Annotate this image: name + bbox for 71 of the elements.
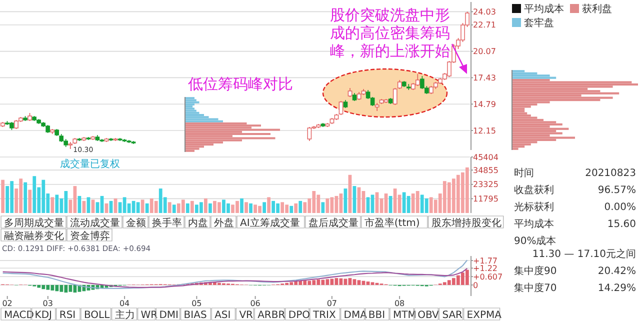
tab: 股东增持股变化 <box>428 216 504 229</box>
x-tick-label: 08 <box>394 299 405 308</box>
legend-label: 套牢盘 <box>524 17 554 29</box>
tab: 盘后成交量 <box>305 216 361 229</box>
tab: SAR <box>438 308 464 321</box>
tab: WR <box>138 308 158 321</box>
annotation: 股价突破洗盘中形成的高位密集筹码峰，新的上涨开始 <box>330 6 450 60</box>
y-tick-label: +1.77 <box>473 256 498 266</box>
y-tick-label: 17.43 <box>473 74 496 82</box>
y-tick-label: 20.07 <box>473 47 496 56</box>
tab: MTM <box>390 308 416 321</box>
text: 15.60 <box>607 219 636 230</box>
tab: 多周期成交量 <box>0 216 66 229</box>
text: 收盘获利 <box>514 184 554 196</box>
tab: 金额 <box>122 216 148 229</box>
annotation: 低位筹码峰对比 <box>188 75 293 93</box>
tab: VR <box>236 308 254 321</box>
tab: DMA <box>340 308 367 321</box>
tab: ASI <box>211 308 236 321</box>
text: 集中度70 <box>514 282 557 294</box>
y-tick-label: 22.71 <box>473 20 496 30</box>
tab: RSI <box>56 308 80 321</box>
tab: 换手率 <box>148 216 184 229</box>
tab: ARBR <box>254 308 286 321</box>
tab: 流动成交量 <box>66 216 122 229</box>
legend-label: 获利盘 <box>582 3 612 15</box>
text: 90%成本 <box>514 235 556 247</box>
tab: BOLL <box>80 308 112 321</box>
y-tick-label: +1.22 <box>473 264 498 273</box>
text: 96.57% <box>598 185 636 196</box>
text: 14.29% <box>598 283 636 294</box>
tab: KDJ <box>32 308 56 321</box>
tab: 融资融券变化 <box>0 228 66 242</box>
x-tick-label: 03 <box>42 299 53 308</box>
y-tick-label: +0.607 <box>473 272 503 282</box>
y-tick-label: 45404 <box>473 152 498 162</box>
tab: EXPMA <box>464 308 502 321</box>
tab: OBV <box>414 308 439 321</box>
x-tick-label: 06 <box>250 299 260 308</box>
tab: 资金博弈 <box>66 228 112 242</box>
y-tick-label: 11795 <box>473 194 498 204</box>
text: 光标获利 <box>514 201 554 213</box>
tab: 外盘 <box>210 216 236 229</box>
x-tick-label: 04 <box>119 299 130 308</box>
y-tick-label: 34855 <box>473 166 498 175</box>
tab: MACD <box>0 308 34 321</box>
tab: 市盈率(ttm) <box>361 216 428 229</box>
x-tick-label: 07 <box>326 299 338 308</box>
text: 20.42% <box>598 266 636 277</box>
y-tick-label: 14.79 <box>473 100 496 109</box>
text: 集中度90 <box>514 265 557 277</box>
text: 平均成本 <box>514 218 554 230</box>
y-tick-label: 12.15 <box>473 126 496 136</box>
x-tick-label: 02 <box>2 299 12 308</box>
tab: TRIX <box>310 308 340 321</box>
text: 时间 <box>514 167 534 179</box>
y-tick-label: 24.03 <box>473 8 496 16</box>
y-tick-label: 23325 <box>473 180 498 190</box>
x-tick-label: 05 <box>192 299 202 308</box>
tab: BBI <box>365 308 390 321</box>
tab: 内盘 <box>184 216 210 229</box>
text: 11.30 — 17.10元之间 <box>532 248 636 260</box>
y-tick-label: 0 <box>473 280 478 290</box>
tab: BIAS <box>180 308 211 321</box>
text: 0.00% <box>604 202 636 213</box>
tab: AI立筹成交量 <box>236 216 305 229</box>
tab: DPO <box>285 308 310 321</box>
text: 平均成本 <box>524 3 564 15</box>
tab: 主力 <box>112 308 138 321</box>
text: 20210823 <box>585 168 636 179</box>
chart-title: 成交量已复权 <box>60 158 120 170</box>
